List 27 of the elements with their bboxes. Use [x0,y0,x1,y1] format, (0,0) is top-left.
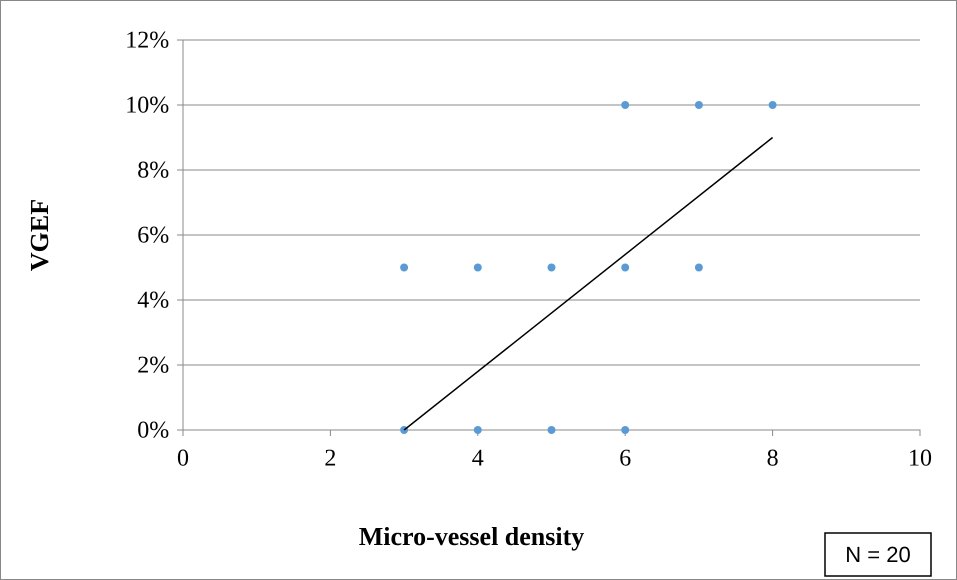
point [474,264,482,272]
y-tick-label: 12% [125,28,170,54]
x-tick-label: 2 [324,445,336,472]
point [548,264,556,272]
y-tick-label: 0% [137,418,170,444]
point [548,426,556,434]
point [621,264,630,272]
x-tick-label: 6 [619,445,632,472]
x-tick-label: 0 [177,445,189,472]
x-tick-label: 4 [472,445,484,472]
point [768,101,777,109]
y-axis-title: VGEF [25,198,54,272]
text: N = 20 [845,542,911,567]
y-tick-label: 2% [137,352,170,379]
x-tick-label: 10 [908,445,932,472]
point [621,426,630,434]
y-tick-label: 10% [125,92,170,119]
point [694,101,703,109]
point [621,101,630,109]
y-tick-label: 4% [137,288,170,314]
y-tick-label: 6% [137,222,170,249]
x-tick-label: 8 [766,445,779,472]
point [694,264,703,272]
y-tick-label: 8% [137,158,170,184]
x-axis-title: Micro-vessel density [358,522,584,551]
point [474,426,482,434]
point [400,264,408,272]
